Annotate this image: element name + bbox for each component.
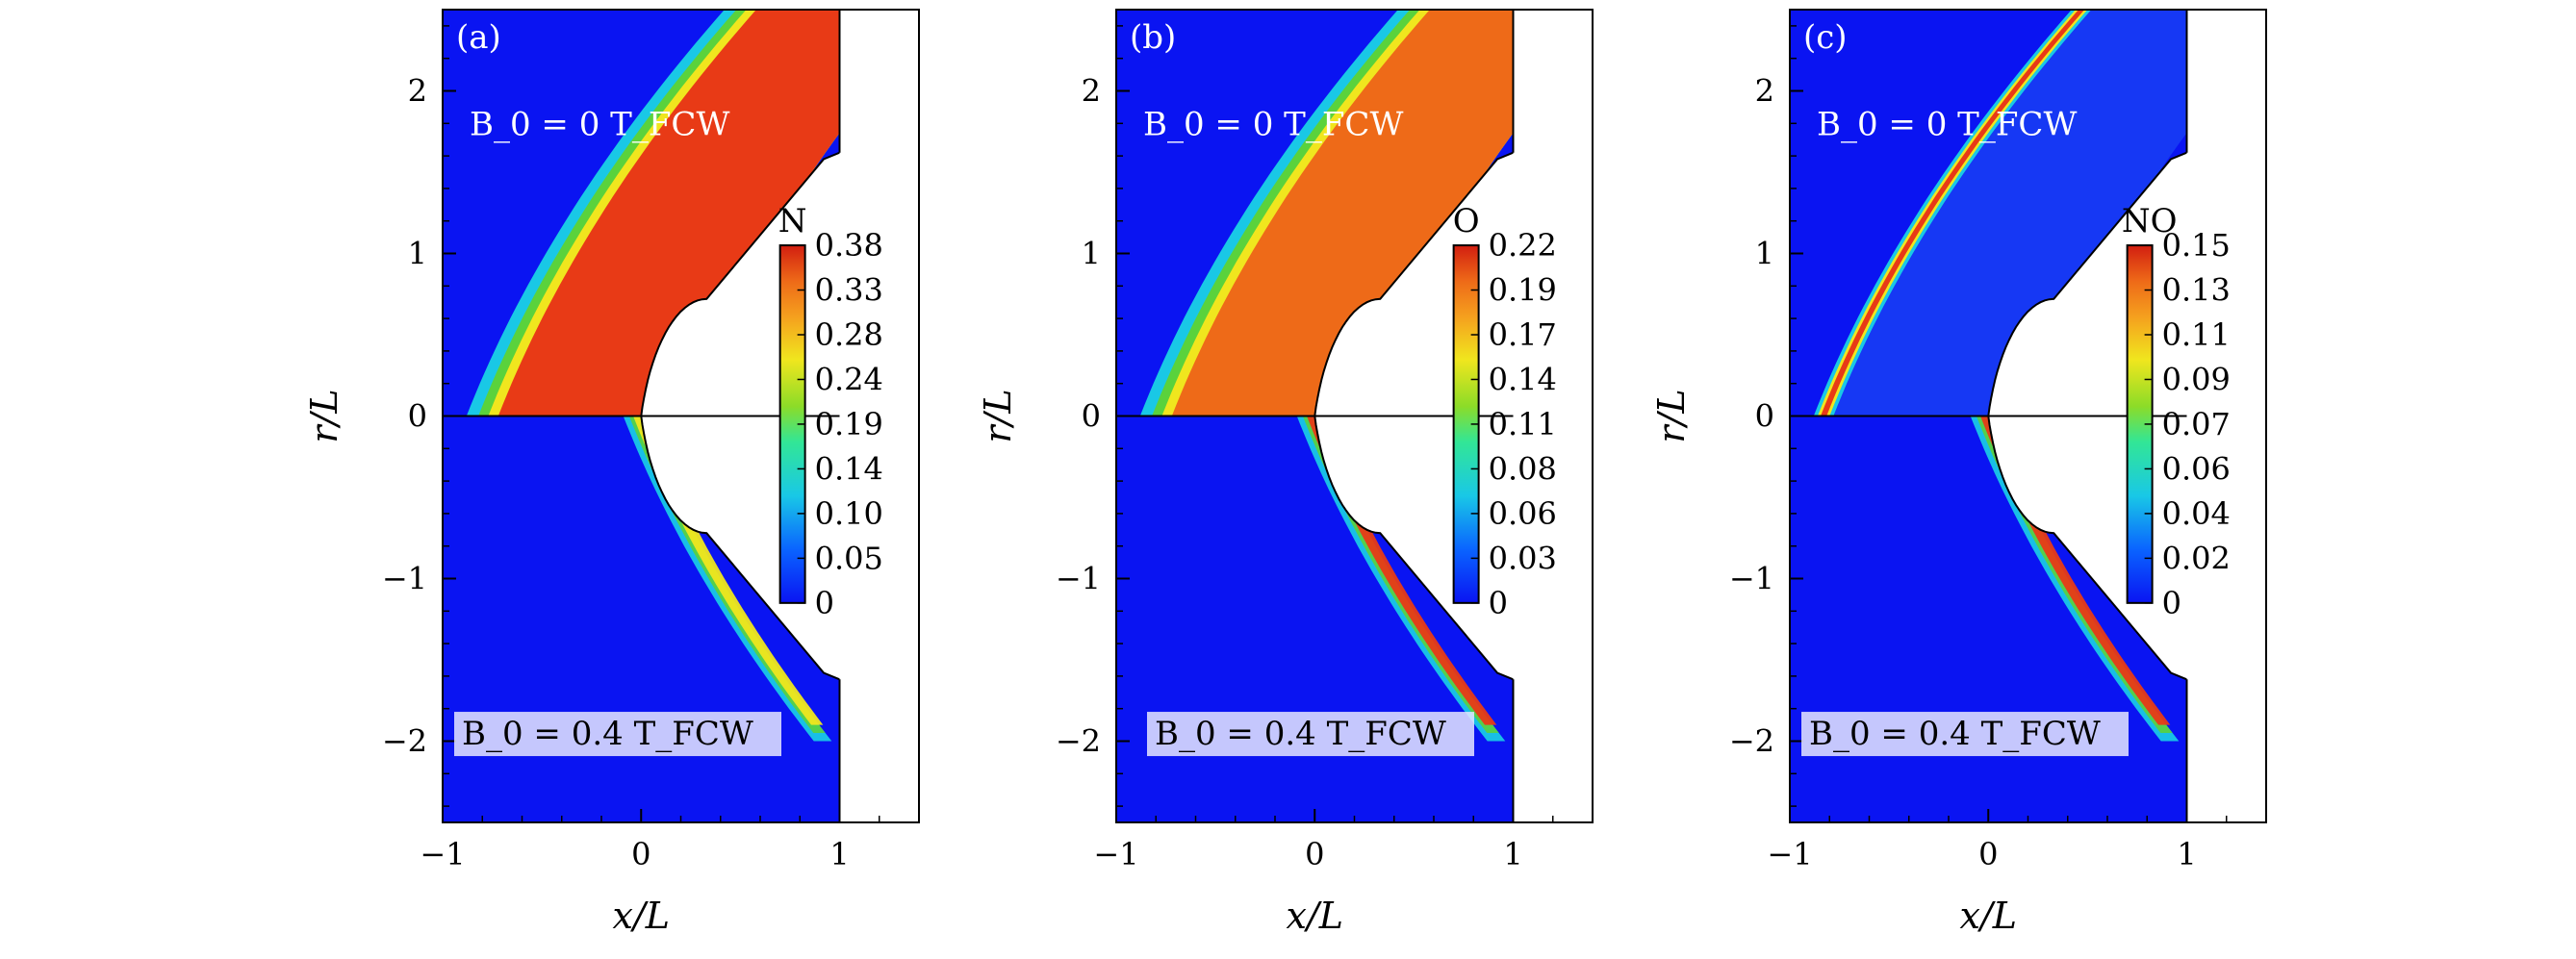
top-condition-c: B_0 = 0 T_FCW: [1817, 105, 2077, 143]
x-tick-label-a-2: 1: [829, 836, 849, 872]
y-axis-label-b: r/L: [977, 389, 1019, 442]
colorbar-tick-label-b-7: 0.03: [1489, 540, 1557, 576]
x-tick-label-a-1: 0: [631, 836, 650, 872]
y-tick-label-a-3: 1: [408, 236, 427, 272]
y-tick-label-c-4: 2: [1755, 73, 1774, 110]
panel-label-b: (b): [1130, 18, 1176, 57]
colorbar-tick-label-c-5: 0.06: [2162, 450, 2231, 487]
bottom-layer-c: [1833, 10, 2266, 416]
bottom-shock-core-b: [1171, 10, 1593, 416]
y-tick-label-a-4: 2: [408, 73, 427, 110]
colorbar-tick-label-a-7: 0.05: [815, 540, 883, 576]
top-condition-a: B_0 = 0 T_FCW: [470, 105, 729, 143]
right-region-a: [839, 10, 919, 822]
colorbar-tick-label-c-1: 0.13: [2162, 272, 2231, 309]
x-tick-label-c-2: 1: [2177, 836, 2196, 872]
y-axis-label-a: r/L: [303, 389, 345, 442]
x-tick-label-a-0: −1: [420, 836, 465, 872]
y-tick-label-a-0: −2: [382, 723, 427, 760]
y-tick-label-b-1: −1: [1056, 561, 1101, 597]
colorbar-tick-label-c-2: 0.11: [2162, 316, 2231, 353]
x-tick-label-b-1: 0: [1305, 836, 1324, 872]
y-tick-label-c-0: −2: [1729, 723, 1774, 760]
field-c: [1790, 10, 2266, 822]
colorbar-tick-label-b-5: 0.08: [1489, 450, 1557, 487]
colorbar-tick-label-c-3: 0.09: [2162, 361, 2231, 397]
colorbar-tick-label-a-5: 0.14: [815, 450, 883, 487]
bottom-condition-a: B_0 = 0.4 T_FCW: [462, 715, 753, 753]
panel-a: −1 0 1 −2 −1 0 1 2 0.38 0.33 0.28 0.24 0.19 0.14 0.10 0…: [303, 9, 920, 937]
colorbar-tick-label-a-4: 0.19: [815, 406, 883, 442]
bottom-condition-box-b: [1147, 712, 1474, 757]
y-tick-label-c-3: 1: [1755, 236, 1774, 272]
y-axis-label-c: r/L: [1650, 389, 1693, 442]
x-tick-label-b-0: −1: [1093, 836, 1138, 872]
bottom-condition-box-c: [1801, 712, 2129, 757]
x-tick-label-c-0: −1: [1767, 836, 1812, 872]
colorbar-tick-label-a-2: 0.28: [815, 316, 883, 353]
right-region-c: [2186, 10, 2266, 822]
field-b: [1116, 10, 1593, 822]
bottom-condition-b: B_0 = 0.4 T_FCW: [1155, 715, 1446, 753]
y-tick-label-b-0: −2: [1056, 723, 1101, 760]
bottom-condition-box-a: [454, 712, 781, 757]
colorbar-tick-label-b-8: 0: [1489, 585, 1508, 621]
panel-label-a: (a): [456, 18, 501, 57]
y-tick-label-c-2: 0: [1755, 398, 1774, 435]
colorbar-tick-label-a-1: 0.33: [815, 272, 883, 309]
colorbar-title-c: NO: [2122, 202, 2178, 240]
colorbar-tick-label-a-6: 0.10: [815, 495, 883, 532]
y-tick-label-b-3: 1: [1082, 236, 1101, 272]
x-tick-label-b-2: 1: [1503, 836, 1522, 872]
y-tick-label-c-1: −1: [1729, 561, 1774, 597]
y-tick-label-b-2: 0: [1082, 398, 1101, 435]
bottom-shock-yellow-c: [1817, 10, 2088, 416]
colorbar-tick-label-b-4: 0.11: [1489, 406, 1557, 442]
x-axis-label-a: x/L: [613, 895, 670, 937]
plot-area-a: −1 0 1 −2 −1 0 1 2 0.38 0.33 0.28 0.24 0.19 0.14 0.10 0…: [382, 9, 920, 872]
colorbar-title-b: O: [1453, 202, 1480, 240]
y-tick-label-b-4: 2: [1082, 73, 1101, 110]
top-condition-b: B_0 = 0 T_FCW: [1143, 105, 1403, 143]
colorbar-tick-label-b-6: 0.06: [1489, 495, 1557, 532]
colorbar-tick-label-c-6: 0.04: [2162, 495, 2231, 532]
plot-area-b: −1 0 1 −2 −1 0 1 2 0.22 0.19 0.17 0.14 0.11 0.08 0.06 0…: [1056, 9, 1594, 872]
colorbar-tick-label-b-3: 0.14: [1489, 361, 1557, 397]
y-tick-label-a-1: −1: [382, 561, 427, 597]
plot-area-c: −1 0 1 −2 −1 0 1 2 0.15 0.13 0.11 0.09 0.07 0.06 0.04 0…: [1729, 9, 2267, 872]
colorbar-tick-label-c-8: 0: [2162, 585, 2181, 621]
field-a: [443, 10, 919, 822]
colorbar-title-a: N: [778, 202, 807, 240]
panel-b: −1 0 1 −2 −1 0 1 2 0.22 0.19 0.17 0.14 0.11 0.08 0.06 0…: [977, 9, 1594, 937]
x-axis-label-b: x/L: [1287, 895, 1343, 937]
colorbar-tick-label-c-4: 0.07: [2162, 406, 2231, 442]
right-region-b: [1513, 10, 1593, 822]
colorbar-tick-label-b-2: 0.17: [1489, 316, 1557, 353]
panel-c: −1 0 1 −2 −1 0 1 2 0.15 0.13 0.11 0.09 0.07 0.06 0.04 0…: [1650, 9, 2267, 937]
colorbar-tick-label-a-8: 0: [815, 585, 834, 621]
colorbar-tick-label-a-0: 0.38: [815, 227, 883, 264]
x-tick-label-c-1: 0: [1978, 836, 1998, 872]
bottom-shock-core-a: [497, 10, 919, 416]
x-axis-label-c: x/L: [1960, 895, 2017, 937]
colorbar-tick-label-b-1: 0.19: [1489, 272, 1557, 309]
colorbar-tick-label-c-7: 0.02: [2162, 540, 2231, 576]
y-tick-label-a-2: 0: [408, 398, 427, 435]
bottom-condition-c: B_0 = 0.4 T_FCW: [1809, 715, 2101, 753]
colorbar-tick-label-c-0: 0.15: [2162, 227, 2231, 264]
panel-label-c: (c): [1803, 18, 1848, 57]
colorbar-tick-label-a-3: 0.24: [815, 361, 883, 397]
colorbar-tick-label-b-0: 0.22: [1489, 227, 1557, 264]
